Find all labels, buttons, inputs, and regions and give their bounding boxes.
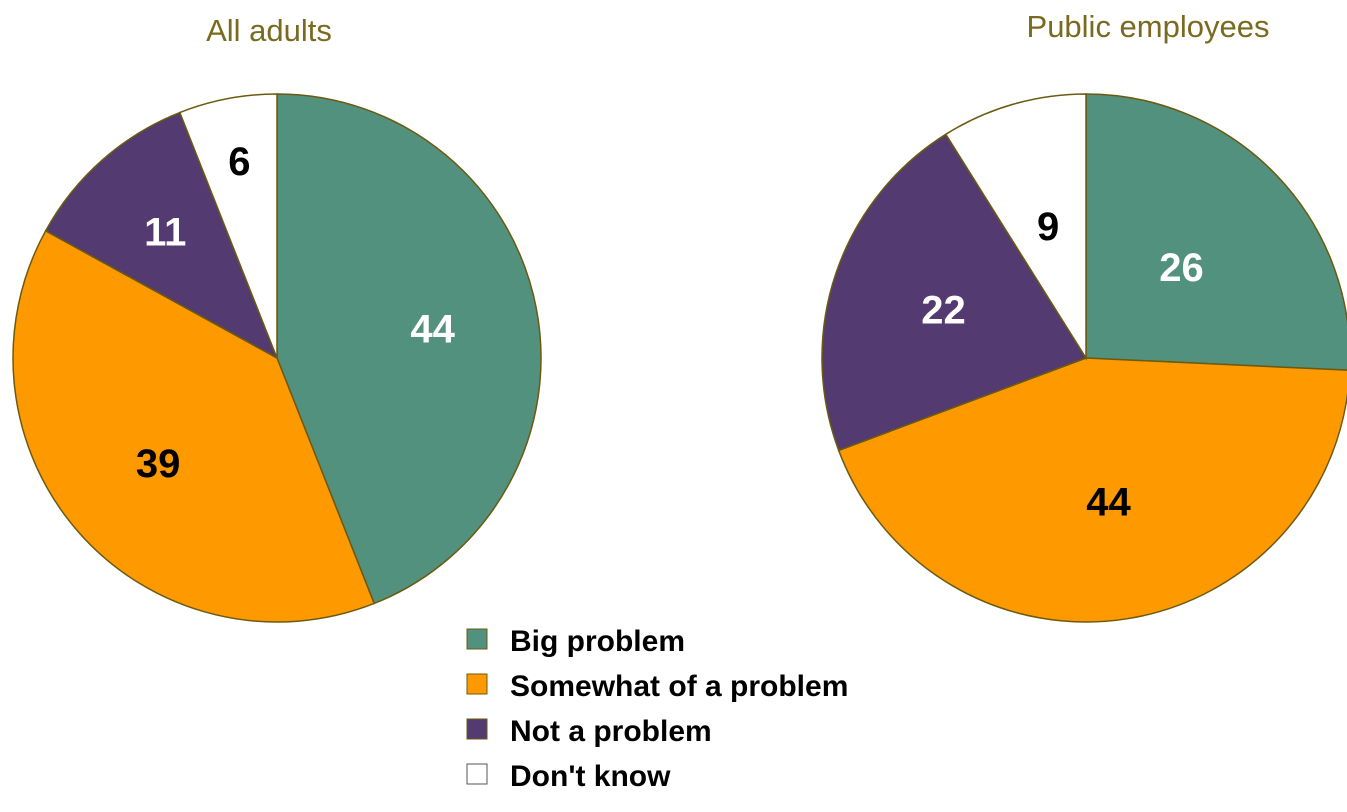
legend-swatch-somewhat-of-a-problem: [466, 673, 488, 695]
legend-label-big-problem: Big problem: [510, 625, 685, 658]
slice-label-don-t-know: 9: [1037, 205, 1059, 249]
legend-label-don-t-know: Don't know: [510, 760, 671, 793]
pie-slice-somewhat-of-a-problem: [12, 229, 376, 623]
pie-all-adults: All adults 44 39 11 6: [12, 13, 542, 623]
pie-public-employees: Public employees 26 44 22 9: [821, 9, 1347, 623]
slice-label-somewhat-of-a-problem: 39: [136, 442, 181, 486]
pie-title-public-employees: Public employees: [1027, 9, 1270, 44]
slice-label-somewhat-of-a-problem: 44: [1086, 480, 1131, 524]
legend-swatch-don-t-know: [466, 763, 488, 785]
pie-slice-not-a-problem: [44, 111, 279, 360]
pie-slice-don-t-know: [178, 93, 278, 359]
legend-swatch-big-problem: [466, 628, 488, 650]
slice-label-not-a-problem: 22: [921, 289, 966, 333]
slice-label-not-a-problem: 11: [144, 210, 186, 254]
pie-slice-don-t-know: [944, 93, 1087, 361]
slice-label-don-t-know: 6: [228, 140, 250, 184]
pie-slice-big-problem: [276, 93, 542, 605]
legend: Big problem Somewhat of a problem Not a pr…: [466, 625, 848, 793]
legend-label-somewhat-of-a-problem: Somewhat of a problem: [510, 670, 848, 703]
legend-swatch-not-a-problem: [466, 718, 488, 740]
pie-slice-big-problem: [1085, 93, 1347, 371]
pie-slice-somewhat-of-a-problem: [837, 357, 1347, 623]
legend-label-not-a-problem: Not a problem: [510, 715, 712, 748]
slice-label-big-problem: 44: [410, 307, 455, 351]
pie-slice-not-a-problem: [821, 133, 1088, 452]
slice-label-big-problem: 26: [1159, 246, 1204, 290]
pie-title-all-adults: All adults: [206, 13, 332, 48]
